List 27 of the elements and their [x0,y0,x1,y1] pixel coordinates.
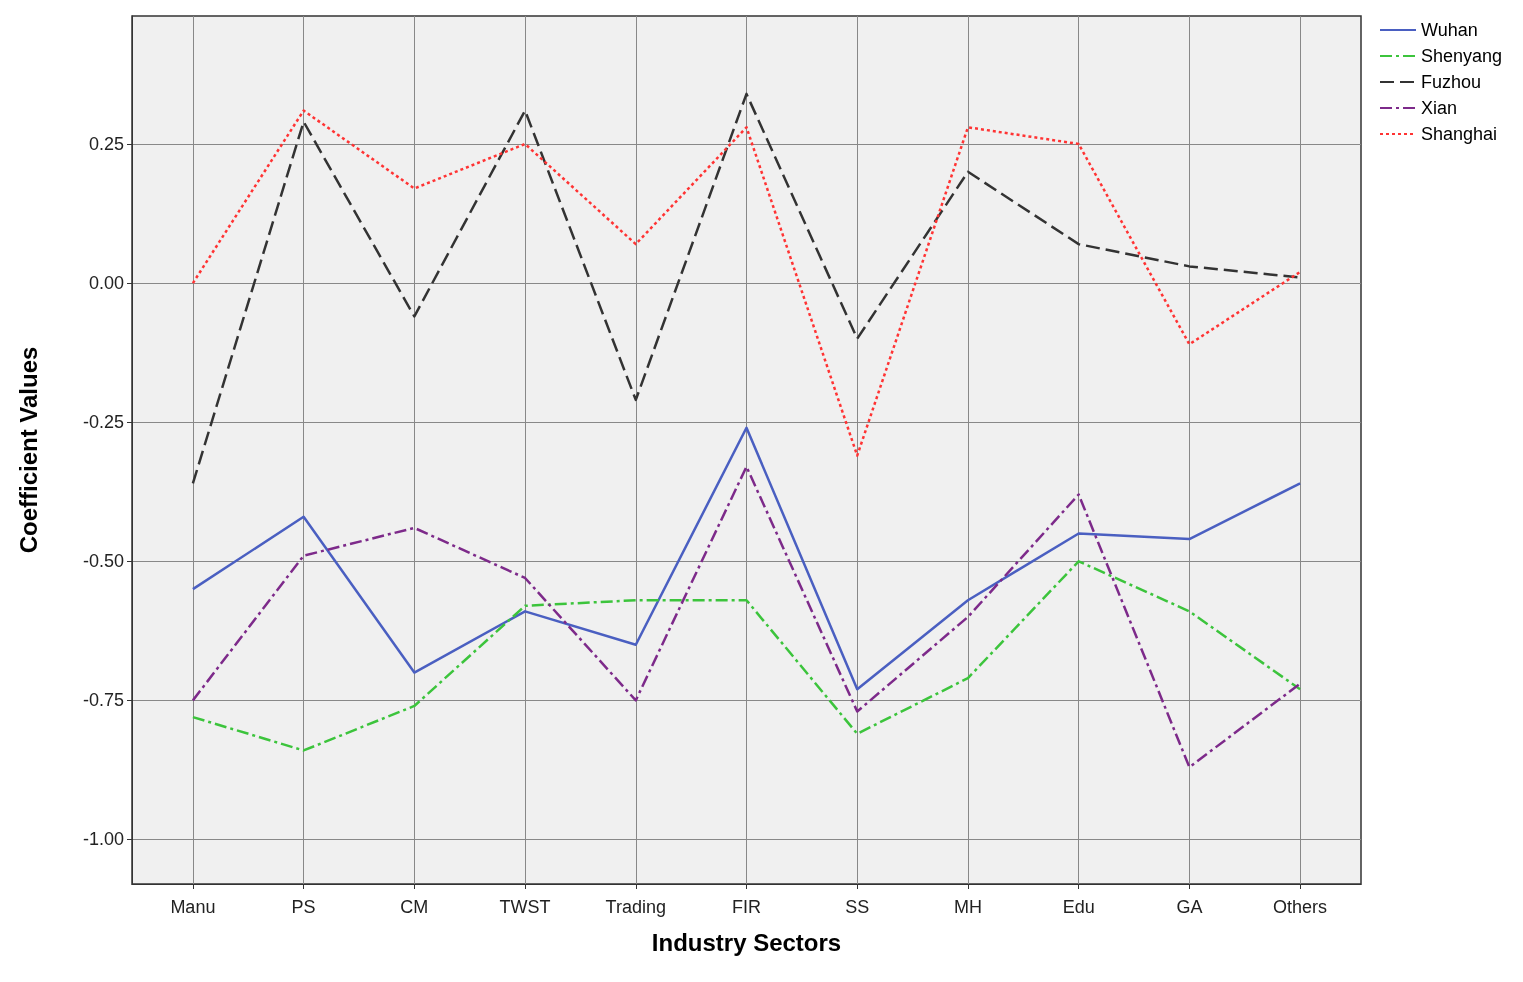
legend-label: Fuzhou [1421,72,1482,92]
x-tick-label: GA [1176,897,1203,917]
x-tick-label: MH [953,897,982,917]
line-series [191,426,1302,691]
legend-label: Shenyang [1421,46,1503,66]
legend-label: Wuhan [1421,20,1478,40]
x-tick-label: Others [1273,897,1328,917]
y-tick-label: -0.50 [82,551,124,572]
legend-label: Shanghai [1421,124,1498,144]
legend-label: Xian [1421,98,1458,118]
x-tick-label: SS [845,897,870,917]
x-tick-label: TWST [499,897,551,917]
x-tick-label: Trading [605,897,666,917]
line-series [191,465,1302,769]
x-tick-label: Manu [170,897,216,917]
y-tick-label: -1.00 [82,829,124,850]
y-tick-label: 0.25 [88,133,124,154]
x-tick-label: PS [291,897,316,917]
y-tick-label: 0.00 [88,273,124,294]
y-tick-label: -0.75 [82,690,124,711]
x-tick-label: FIR [732,897,761,917]
x-tick-label: CM [400,897,429,917]
x-tick-label: Edu [1062,897,1095,917]
line-series [191,560,1302,752]
y-tick-label: -0.25 [82,412,124,433]
x-axis-title: Industry Sectors [651,928,842,956]
y-axis-title: Coefficient Values [14,346,42,554]
